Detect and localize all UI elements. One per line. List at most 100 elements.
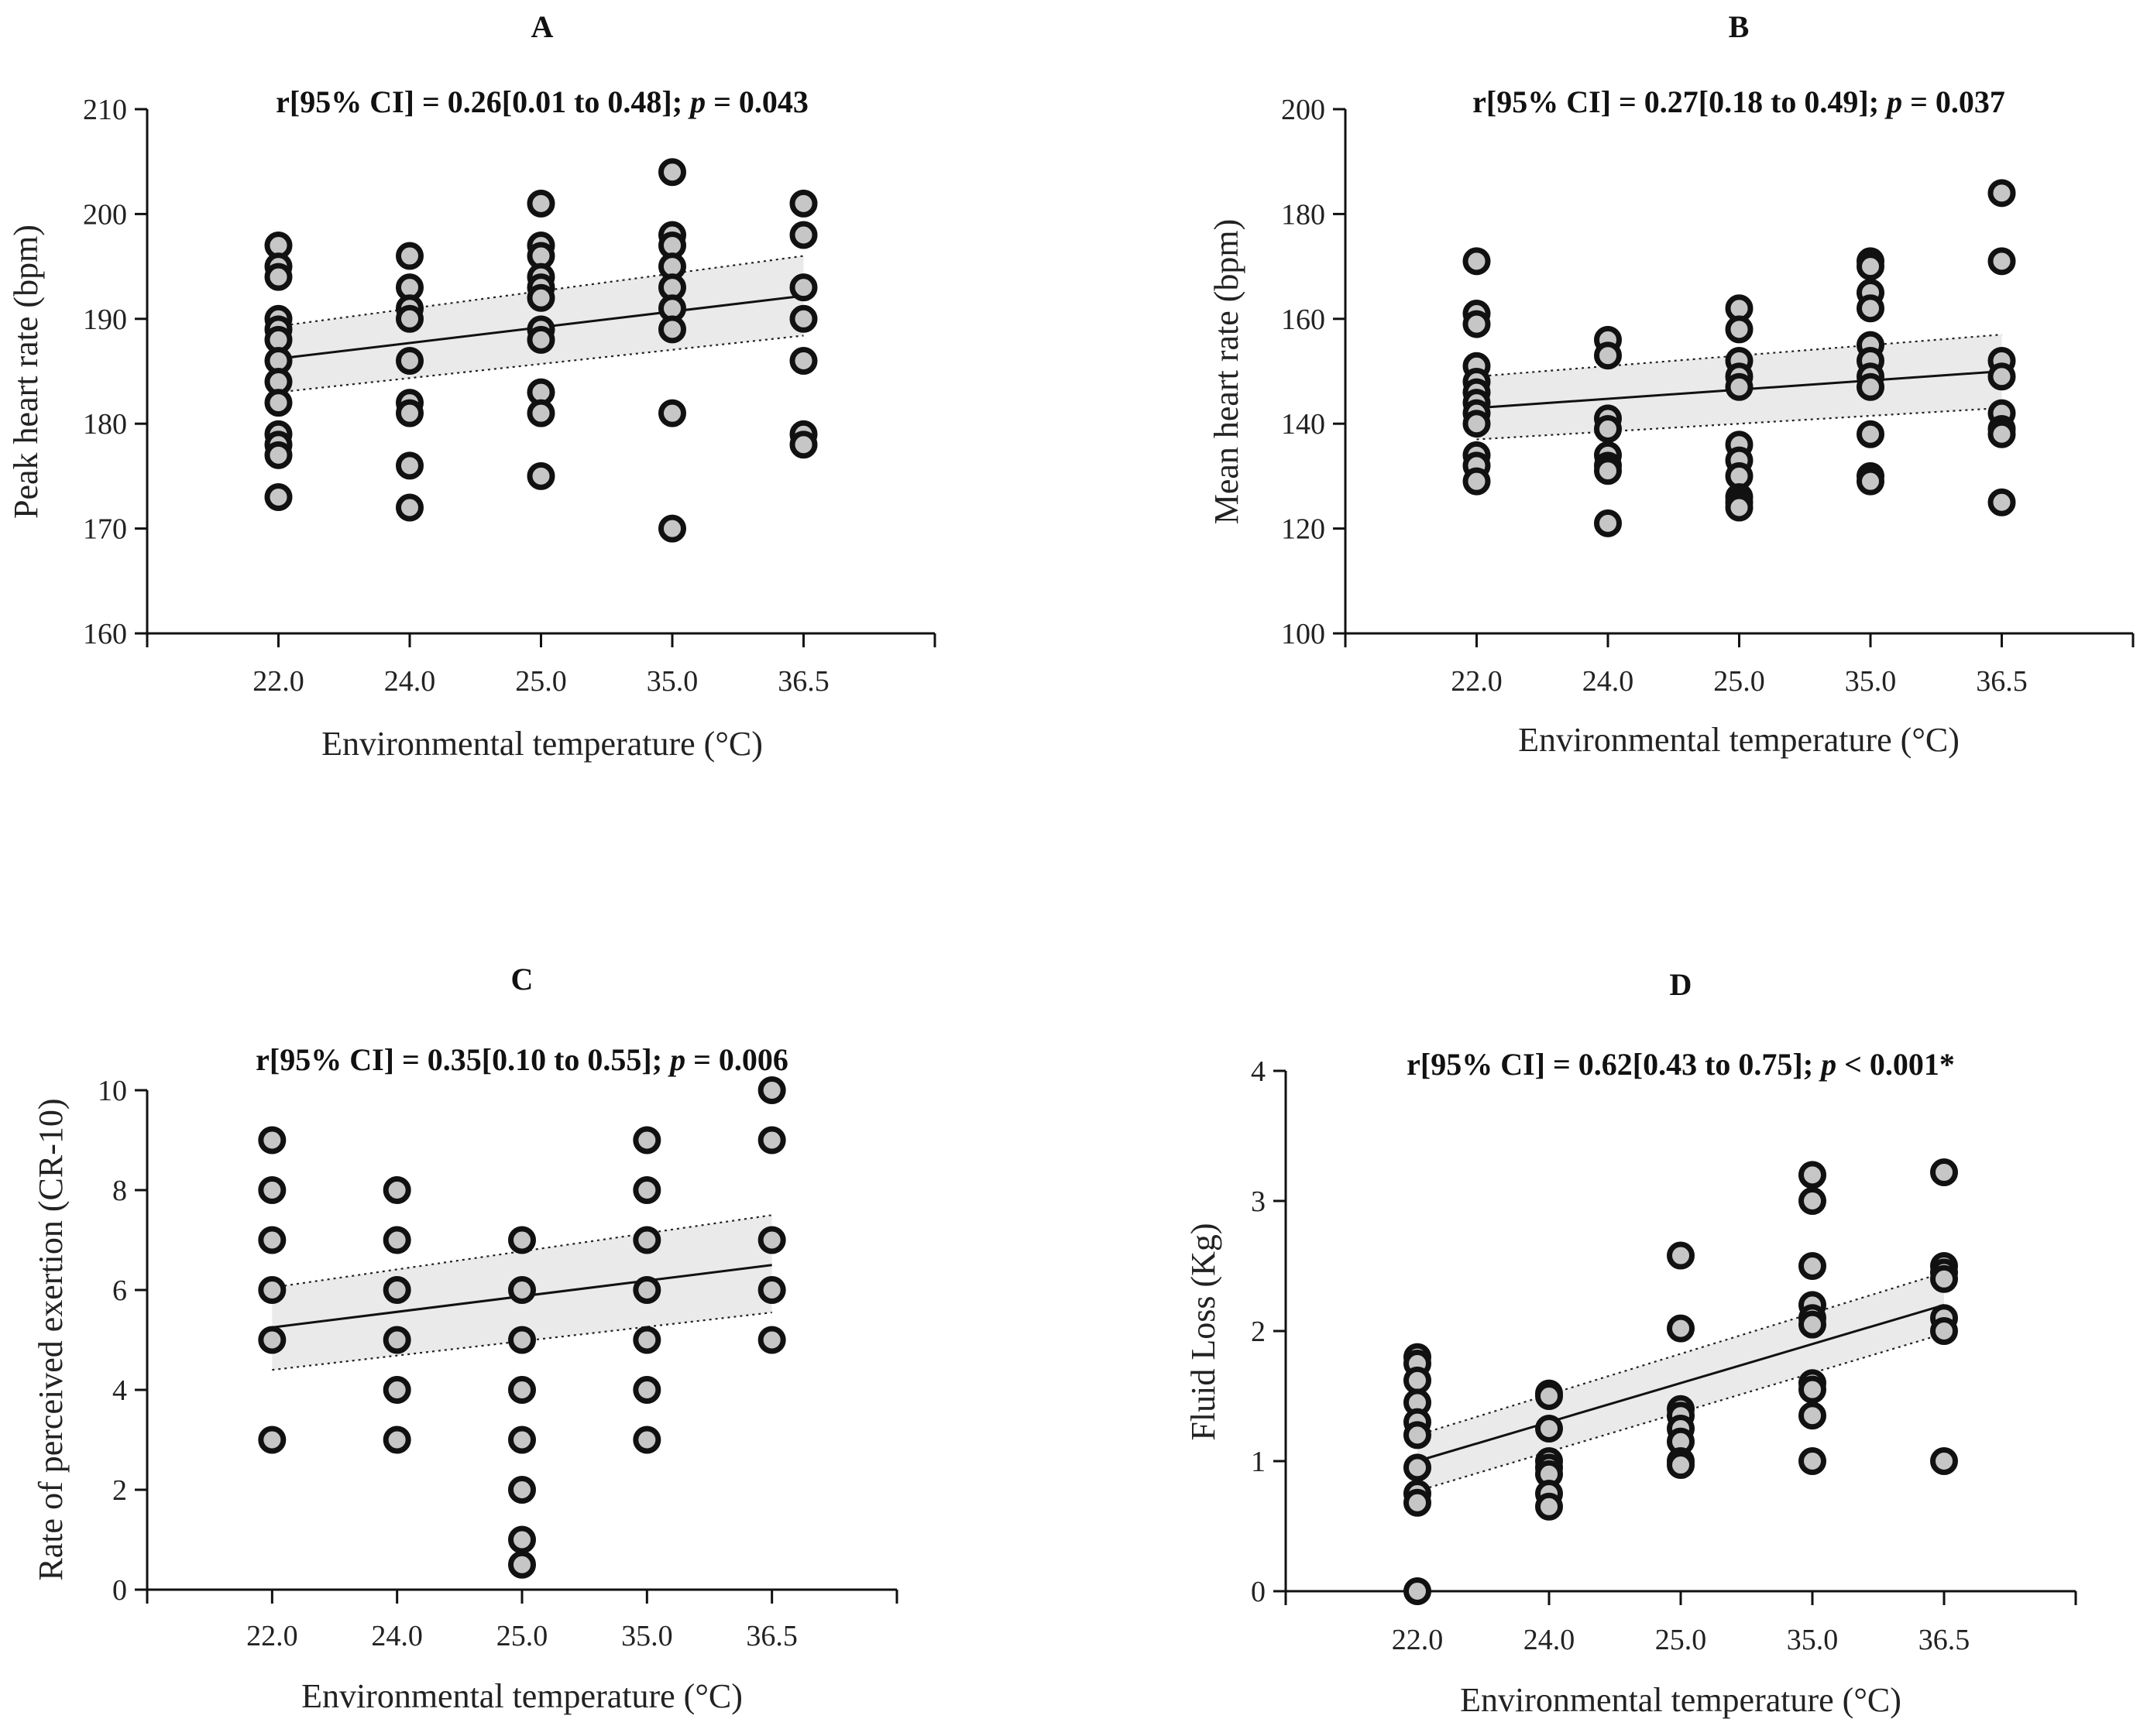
- data-point: [757, 1076, 786, 1104]
- data-point: [1930, 1158, 1958, 1187]
- data-point: [1403, 1453, 1431, 1482]
- data-point: [1798, 1187, 1826, 1215]
- x-tick-label: 25.0: [515, 665, 567, 698]
- correlation-stat: r[95% CI] = 0.26[0.01 to 0.48]; p = 0.04…: [276, 84, 809, 119]
- data-point: [658, 158, 686, 187]
- data-point: [1798, 1310, 1826, 1339]
- y-axis-label: Fluid Loss (Kg): [1184, 1223, 1222, 1440]
- data-points: [258, 1076, 786, 1579]
- stat-suffix: < 0.001*: [1836, 1047, 1955, 1082]
- data-point: [789, 273, 818, 302]
- data-point: [1594, 457, 1622, 485]
- data-point: [1987, 247, 2016, 276]
- data-point: [633, 1126, 661, 1154]
- data-point: [527, 189, 555, 218]
- data-points: [1403, 1158, 1958, 1605]
- data-point: [508, 1376, 536, 1404]
- data-point: [633, 1226, 661, 1254]
- data-point: [396, 242, 424, 270]
- data-point: [1725, 315, 1754, 344]
- data-point: [396, 451, 424, 480]
- data-point: [396, 493, 424, 522]
- data-point: [1798, 1447, 1826, 1475]
- x-tick-label: 24.0: [1582, 665, 1634, 698]
- data-point: [1930, 1317, 1958, 1345]
- data-point: [1798, 1401, 1826, 1430]
- data-point: [258, 1326, 287, 1354]
- data-point: [1857, 467, 1884, 496]
- data-point: [633, 1426, 661, 1454]
- x-tick-label: 36.5: [1918, 1624, 1970, 1656]
- y-tick-label: 10: [98, 1075, 127, 1107]
- data-point: [264, 441, 293, 469]
- x-axis-label: Environmental temperature (°C): [321, 725, 763, 763]
- data-point: [1535, 1492, 1563, 1521]
- panel-b: Br[95% CI] = 0.27[0.18 to 0.49]; p = 0.0…: [1207, 9, 2135, 759]
- data-point: [1857, 294, 1884, 323]
- data-point: [658, 399, 686, 427]
- panel-letter: A: [531, 9, 554, 44]
- x-tick-label: 36.5: [778, 665, 830, 698]
- y-tick-label: 120: [1281, 513, 1325, 546]
- x-axis-label: Environmental temperature (°C): [301, 1677, 743, 1715]
- y-tick-label: 140: [1281, 408, 1325, 441]
- data-point: [1857, 420, 1884, 448]
- data-point: [1462, 410, 1491, 438]
- x-tick-label: 24.0: [384, 665, 436, 698]
- stat-p-symbol: p: [1884, 84, 1902, 119]
- data-point: [633, 1276, 661, 1304]
- data-point: [383, 1426, 411, 1454]
- y-tick-label: 4: [112, 1374, 127, 1407]
- x-tick-label: 25.0: [496, 1620, 548, 1652]
- y-tick-label: 6: [112, 1275, 127, 1307]
- data-point: [396, 346, 424, 375]
- data-point: [789, 304, 818, 333]
- data-point: [1930, 1447, 1958, 1475]
- data-point: [757, 1226, 786, 1254]
- x-tick-label: 25.0: [1713, 665, 1765, 698]
- data-point: [527, 325, 555, 354]
- data-points: [1462, 179, 2016, 537]
- y-axis-label: Peak heart rate (bpm): [7, 225, 45, 519]
- x-tick-label: 22.0: [1392, 1624, 1444, 1656]
- data-point: [264, 482, 293, 511]
- ci-upper-line: [1417, 1271, 1945, 1436]
- stat-suffix: = 0.043: [706, 84, 809, 119]
- data-point: [757, 1126, 786, 1154]
- stat-p-symbol: p: [1819, 1047, 1836, 1082]
- y-tick-label: 200: [83, 198, 127, 231]
- stat-prefix: r[95% CI] = 0.35[0.10 to 0.55];: [256, 1042, 670, 1077]
- correlation-stat: r[95% CI] = 0.62[0.43 to 0.75]; p < 0.00…: [1407, 1047, 1955, 1082]
- panel-letter: B: [1729, 9, 1750, 44]
- x-tick-label: 24.0: [1523, 1624, 1575, 1656]
- data-point: [383, 1376, 411, 1404]
- data-point: [527, 283, 555, 312]
- data-point: [527, 399, 555, 427]
- y-tick-label: 210: [83, 94, 127, 126]
- data-point: [633, 1326, 661, 1354]
- data-point: [383, 1326, 411, 1354]
- data-point: [1987, 420, 2016, 448]
- data-point: [258, 1226, 287, 1254]
- data-point: [1462, 467, 1491, 496]
- stat-p-symbol: p: [688, 84, 706, 119]
- data-point: [1725, 493, 1754, 522]
- data-point: [789, 346, 818, 375]
- data-point: [1403, 1366, 1431, 1395]
- x-tick-label: 35.0: [1787, 1624, 1839, 1656]
- data-point: [383, 1226, 411, 1254]
- y-tick-label: 2: [112, 1474, 127, 1507]
- data-point: [789, 221, 818, 249]
- correlation-stat: r[95% CI] = 0.27[0.18 to 0.49]; p = 0.03…: [1472, 84, 2005, 119]
- panel-a: Ar[95% CI] = 0.26[0.01 to 0.48]; p = 0.0…: [7, 9, 936, 763]
- data-point: [633, 1176, 661, 1204]
- data-point: [508, 1226, 536, 1254]
- data-point: [396, 304, 424, 333]
- data-point: [508, 1525, 536, 1554]
- data-point: [1403, 1421, 1431, 1450]
- y-tick-label: 160: [83, 618, 127, 650]
- y-tick-label: 0: [112, 1574, 127, 1607]
- stat-suffix: = 0.006: [685, 1042, 788, 1077]
- data-point: [789, 189, 818, 218]
